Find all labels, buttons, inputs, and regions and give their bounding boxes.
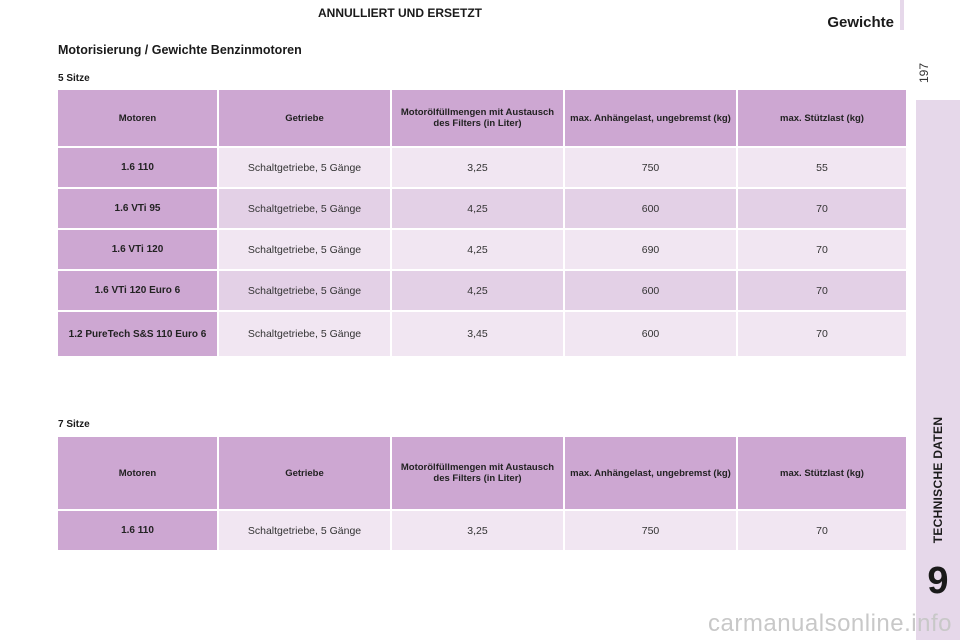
table-label-7-seats: 7 Sitze	[58, 419, 90, 430]
oil-cell: 3,45	[392, 312, 563, 356]
nose-weight-cell: 70	[738, 271, 906, 310]
trailer-load-cell: 750	[565, 148, 736, 187]
gearbox-cell: Schaltgetriebe, 5 Gänge	[219, 189, 390, 228]
col-header-trailer-load: max. Anhängelast, ungebremst (kg)	[565, 437, 736, 509]
col-header-oil-capacity: Motorölfüllmengen mit Austausch des Filt…	[392, 437, 563, 509]
table-header-row: Motoren Getriebe Motorölfüllmengen mit A…	[58, 90, 906, 146]
weights-table-5-seats: Motoren Getriebe Motorölfüllmengen mit A…	[56, 88, 908, 358]
oil-cell: 4,25	[392, 189, 563, 228]
gearbox-cell: Schaltgetriebe, 5 Gänge	[219, 312, 390, 356]
oil-cell: 3,25	[392, 511, 563, 550]
engine-cell: 1.6 VTi 120	[58, 230, 217, 269]
table-row: 1.2 PureTech S&S 110 Euro 6 Schaltgetrie…	[58, 312, 906, 356]
col-header-gearbox: Getriebe	[219, 437, 390, 509]
gearbox-cell: Schaltgetriebe, 5 Gänge	[219, 148, 390, 187]
table-row: 1.6 VTi 120 Euro 6 Schaltgetriebe, 5 Gän…	[58, 271, 906, 310]
section-title: Gewichte	[827, 14, 894, 31]
nose-weight-cell: 70	[738, 189, 906, 228]
trailer-load-cell: 600	[565, 189, 736, 228]
chapter-label: TECHNISCHE DATEN	[922, 400, 954, 560]
engine-cell: 1.6 VTi 95	[58, 189, 217, 228]
trailer-load-cell: 690	[565, 230, 736, 269]
engine-cell: 1.6 VTi 120 Euro 6	[58, 271, 217, 310]
cancelled-banner: ANNULLIERT UND ERSETZT	[318, 6, 482, 20]
page-number: 197	[914, 58, 934, 88]
engine-cell: 1.6 110	[58, 148, 217, 187]
nose-weight-cell: 70	[738, 230, 906, 269]
engine-cell: 1.6 110	[58, 511, 217, 550]
page-number-text: 197	[917, 62, 931, 84]
col-header-engines: Motoren	[58, 437, 217, 509]
oil-cell: 3,25	[392, 148, 563, 187]
trailer-load-cell: 600	[565, 312, 736, 356]
page-heading: Motorisierung / Gewichte Benzinmotoren	[58, 43, 302, 57]
chapter-number: 9	[927, 560, 949, 602]
col-header-gearbox: Getriebe	[219, 90, 390, 146]
gearbox-cell: Schaltgetriebe, 5 Gänge	[219, 271, 390, 310]
col-header-nose-weight: max. Stützlast (kg)	[738, 437, 906, 509]
weights-table-7-seats: Motoren Getriebe Motorölfüllmengen mit A…	[56, 435, 908, 552]
gearbox-cell: Schaltgetriebe, 5 Gänge	[219, 230, 390, 269]
engine-cell: 1.2 PureTech S&S 110 Euro 6	[58, 312, 217, 356]
watermark: carmanualsonline.info	[708, 610, 952, 637]
sidebar-top-accent	[900, 0, 904, 30]
table-row: 1.6 110 Schaltgetriebe, 5 Gänge 3,25 750…	[58, 148, 906, 187]
table-label-5-seats: 5 Sitze	[58, 73, 90, 84]
col-header-trailer-load: max. Anhängelast, ungebremst (kg)	[565, 90, 736, 146]
trailer-load-cell: 750	[565, 511, 736, 550]
col-header-oil-capacity: Motorölfüllmengen mit Austausch des Filt…	[392, 90, 563, 146]
table-row: 1.6 VTi 120 Schaltgetriebe, 5 Gänge 4,25…	[58, 230, 906, 269]
trailer-load-cell: 600	[565, 271, 736, 310]
chapter-sidebar	[916, 100, 960, 640]
nose-weight-cell: 55	[738, 148, 906, 187]
chapter-label-text: TECHNISCHE DATEN	[931, 416, 945, 544]
col-header-nose-weight: max. Stützlast (kg)	[738, 90, 906, 146]
oil-cell: 4,25	[392, 230, 563, 269]
gearbox-cell: Schaltgetriebe, 5 Gänge	[219, 511, 390, 550]
table-row: 1.6 110 Schaltgetriebe, 5 Gänge 3,25 750…	[58, 511, 906, 550]
oil-cell: 4,25	[392, 271, 563, 310]
table-header-row: Motoren Getriebe Motorölfüllmengen mit A…	[58, 437, 906, 509]
nose-weight-cell: 70	[738, 511, 906, 550]
col-header-engines: Motoren	[58, 90, 217, 146]
table-row: 1.6 VTi 95 Schaltgetriebe, 5 Gänge 4,25 …	[58, 189, 906, 228]
nose-weight-cell: 70	[738, 312, 906, 356]
